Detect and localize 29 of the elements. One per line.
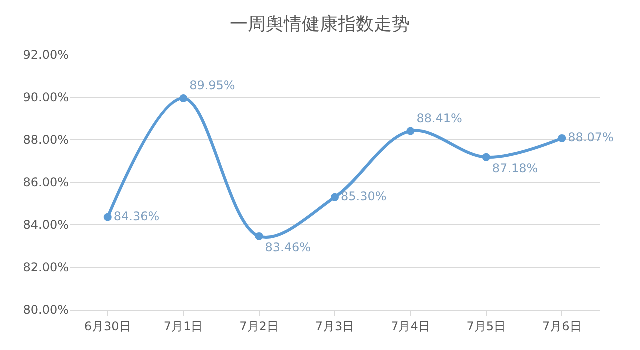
chart-title: 一周舆情健康指数走势 [230, 14, 410, 36]
point [331, 193, 339, 202]
point [482, 153, 490, 162]
x-tick-label: 6月30日 [84, 319, 132, 334]
x-tick-label: 7月6日 [542, 319, 582, 334]
point [255, 232, 264, 240]
y-tick-label: 84.00% [23, 218, 69, 232]
y-tick-label: 88.00% [23, 133, 69, 148]
y-tick-label: 90.00% [23, 90, 69, 105]
data-label: 83.46% [265, 240, 312, 254]
x-tick-label: 7月1日 [164, 319, 204, 334]
point [180, 94, 188, 103]
y-tick-label: 92.00% [23, 48, 69, 62]
data-label: 88.07% [568, 130, 614, 145]
data-label: 87.18% [492, 161, 538, 176]
y-tick-label: 86.00% [23, 176, 69, 190]
x-tick-label: 7月3日 [315, 319, 355, 334]
point [104, 213, 112, 222]
data-label: 84.36% [114, 209, 160, 224]
point [406, 127, 415, 136]
y-tick-label: 82.00% [23, 260, 69, 275]
data-label: 88.41% [416, 111, 462, 126]
x-tick-label: 7月2日 [240, 319, 279, 334]
x-tick-label: 7月4日 [391, 319, 430, 334]
data-label: 89.95% [190, 78, 236, 93]
y-tick-label: 80.00% [23, 303, 69, 318]
data-label: 85.30% [341, 189, 387, 204]
point [558, 134, 566, 143]
x-tick-label: 7月5日 [466, 319, 506, 334]
